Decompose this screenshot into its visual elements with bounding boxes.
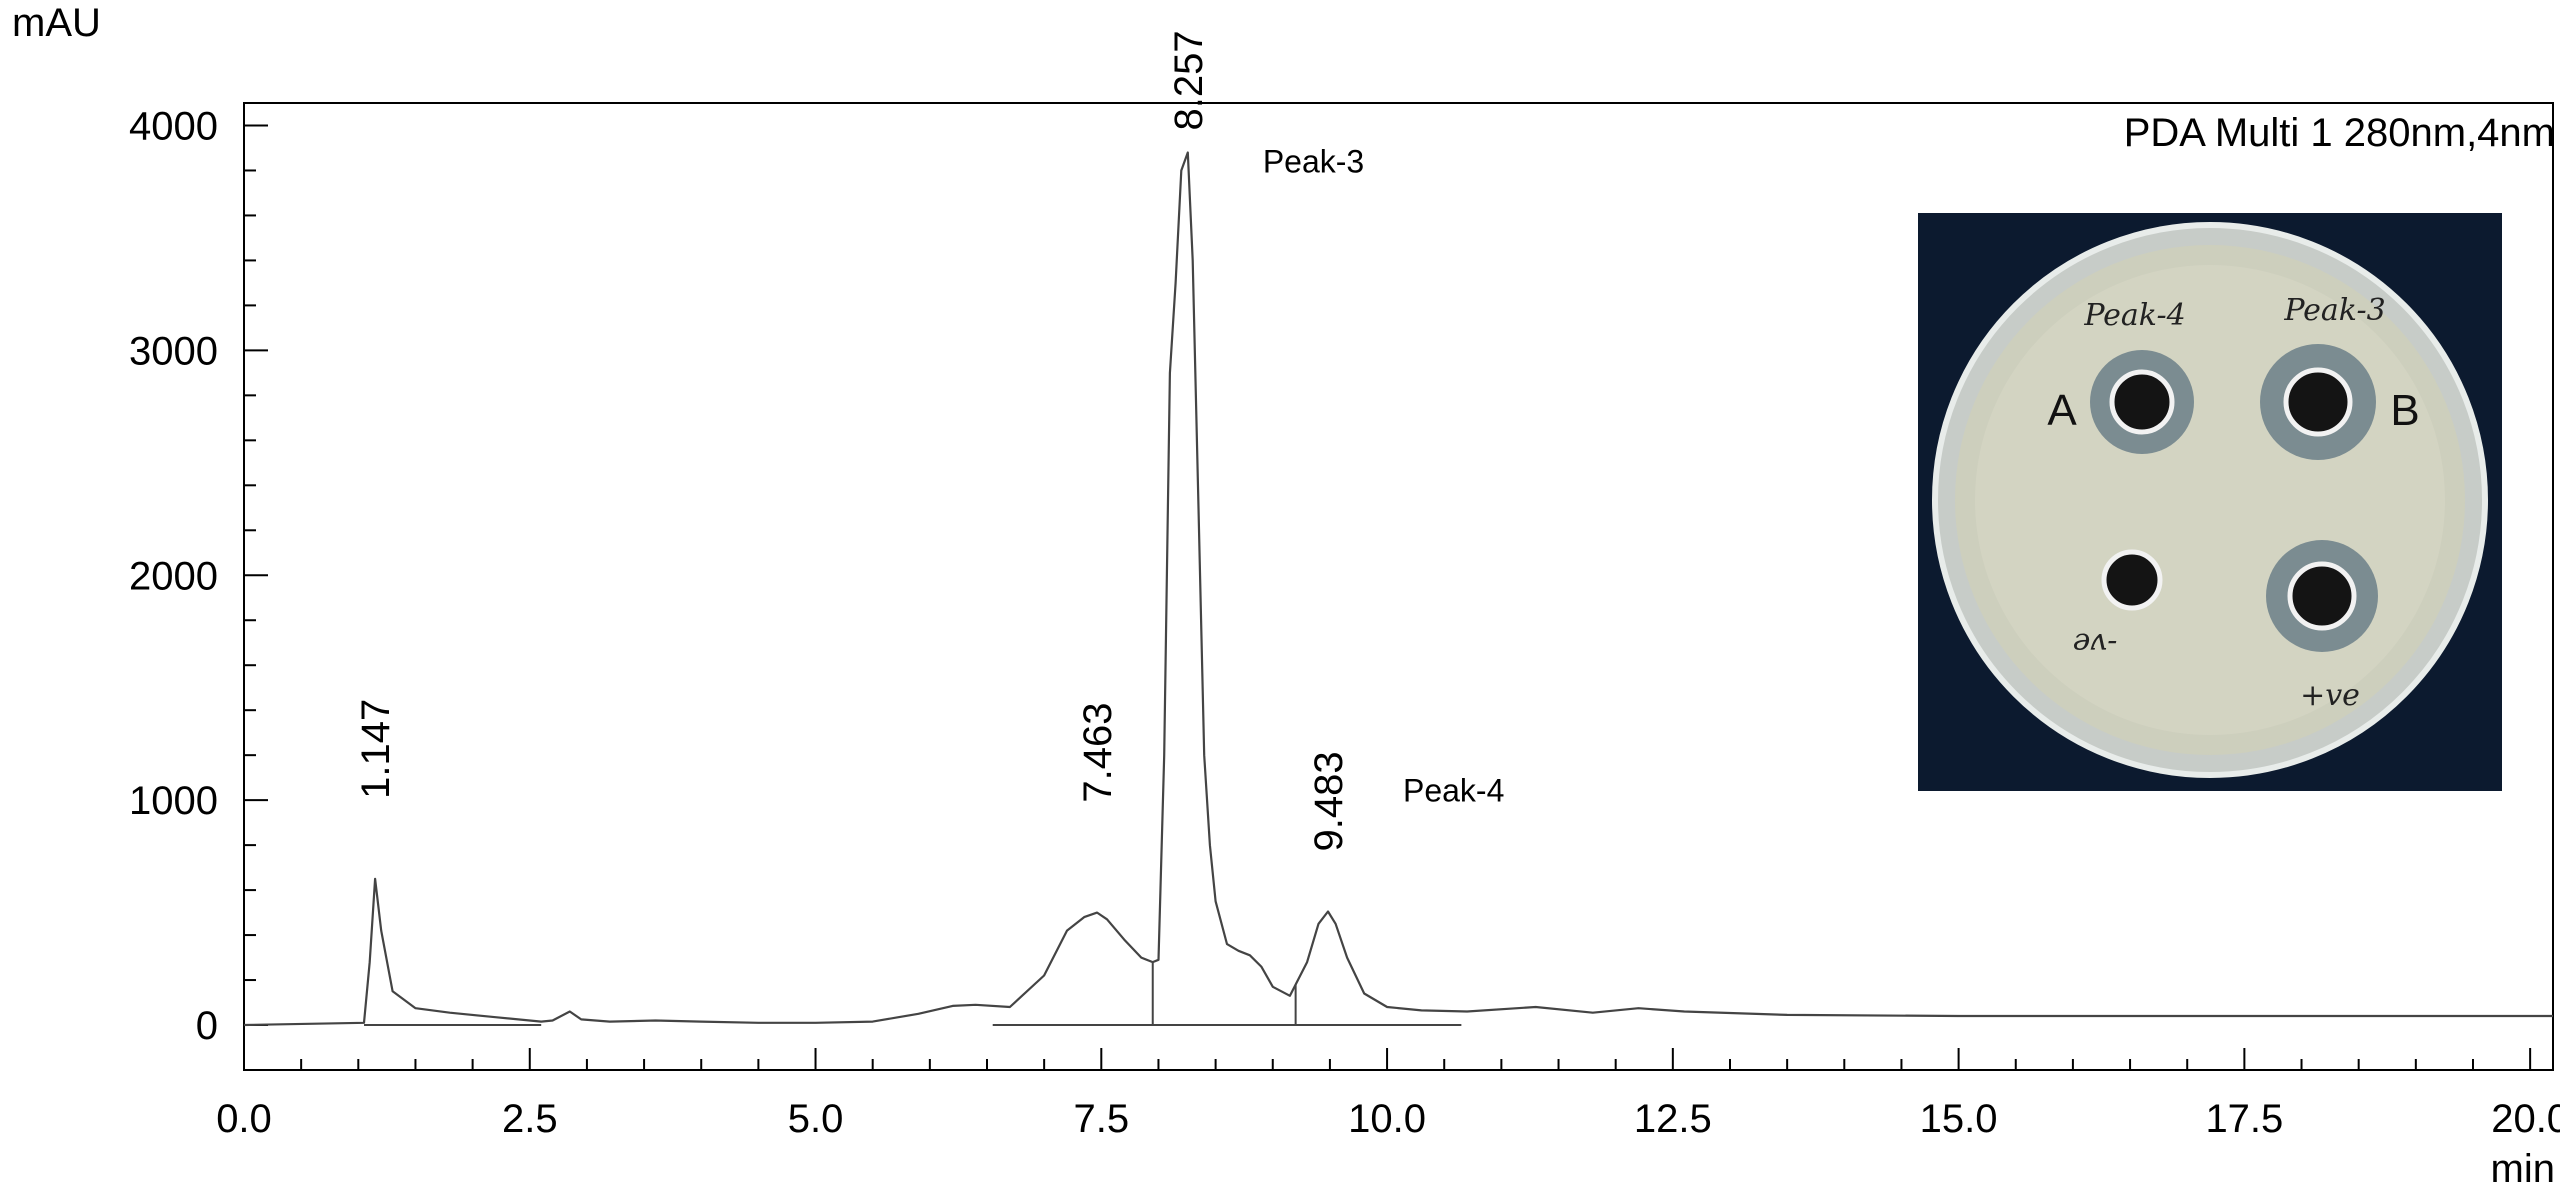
x-axis-label: min [2491, 1147, 2555, 1189]
plate-handwriting-peak-3: Peak-3 [2283, 293, 2385, 328]
x-tick-label: 5.0 [788, 1097, 844, 1141]
peak-name-label: Peak-4 [1403, 772, 1504, 808]
axes [243, 102, 2554, 1071]
x-tick-label: 0.0 [216, 1097, 272, 1141]
y-tick-label: 1000 [129, 779, 218, 823]
agar-inner [1975, 265, 2445, 735]
peak-rt-label: 9.483 [1307, 751, 1351, 851]
peak-rt-label: 1.147 [354, 699, 398, 799]
x-tick-label: 20.0 [2491, 1097, 2560, 1141]
ticks: 0.0 2.5 5.0 7.5 10.0 12.5 15.0 17.5 20.0 0 1000 200… [129, 104, 2560, 1141]
peak-annotations: 1.147 7.463 8.257 Peak-3 9.483 Peak-4 [354, 30, 1504, 851]
y-tick-label: 3000 [129, 329, 218, 373]
detector-label: PDA Multi 1 280nm,4nm [2124, 111, 2555, 155]
chromatogram-trace [243, 151, 2553, 1027]
peak-rt-label: 7.463 [1076, 702, 1120, 802]
x-tick-label: 17.5 [2205, 1097, 2283, 1141]
peak-name-label: Peak-3 [1263, 143, 1364, 179]
plate-label-a: A [2047, 386, 2077, 435]
well-b [2283, 367, 2353, 437]
plate-handwriting-negative: -ve [2073, 626, 2118, 661]
x-tick-label: 2.5 [502, 1097, 558, 1141]
x-tick-label: 12.5 [1634, 1097, 1712, 1141]
plate-label-b: B [2390, 386, 2419, 435]
y-axis-label: mAU [12, 1, 101, 45]
well-negative [2101, 549, 2163, 611]
plot-frame [243, 102, 2554, 1071]
plate-handwriting-peak-4: Peak-4 [2083, 298, 2185, 333]
x-tick-label: 10.0 [1348, 1097, 1426, 1141]
y-tick-label: 2000 [129, 554, 218, 598]
y-tick-label: 4000 [129, 104, 218, 148]
well-positive [2287, 561, 2357, 631]
y-tick-label: 0 [196, 1004, 218, 1048]
plate-handwriting-positive: +ve [2300, 678, 2360, 713]
x-tick-label: 15.0 [1920, 1097, 1998, 1141]
peak-rt-label: 8.257 [1167, 30, 1211, 130]
well-a [2109, 369, 2175, 435]
x-tick-label: 7.5 [1073, 1097, 1129, 1141]
chromatogram-line [243, 151, 2553, 1027]
petri-dish-inset: A B Peak-4 Peak-3 -ve +ve [1918, 213, 2502, 791]
